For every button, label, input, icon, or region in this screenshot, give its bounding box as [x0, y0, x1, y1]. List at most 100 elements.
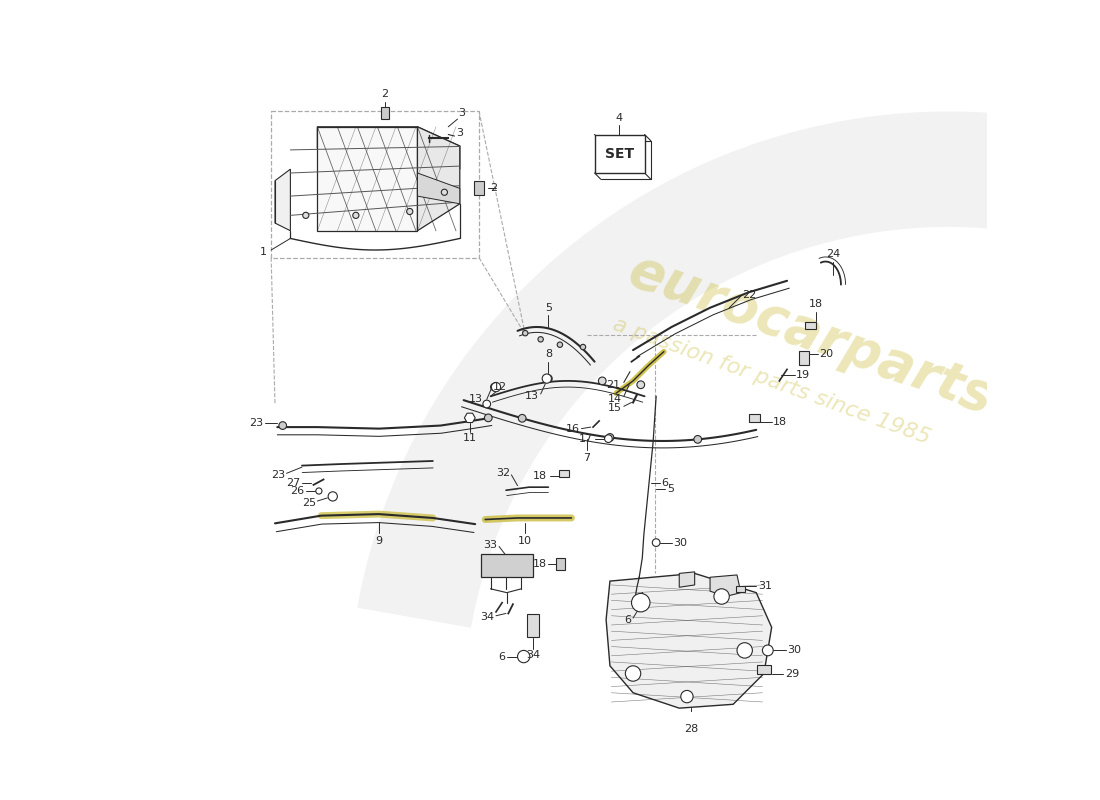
Circle shape — [625, 666, 640, 682]
Text: 8: 8 — [544, 350, 552, 359]
Circle shape — [544, 374, 552, 382]
Circle shape — [491, 383, 498, 391]
Polygon shape — [481, 554, 534, 578]
Text: 10: 10 — [518, 537, 532, 546]
Text: 12: 12 — [493, 382, 507, 392]
Polygon shape — [680, 572, 695, 587]
Text: 5: 5 — [544, 303, 552, 313]
Polygon shape — [275, 169, 290, 230]
Text: 4: 4 — [616, 113, 623, 123]
Circle shape — [518, 650, 530, 662]
Text: 16: 16 — [565, 424, 580, 434]
Bar — [805, 322, 815, 330]
Text: eurocarparts: eurocarparts — [620, 245, 1000, 425]
Polygon shape — [418, 173, 460, 204]
Text: 6: 6 — [498, 651, 505, 662]
Bar — [800, 351, 808, 365]
Circle shape — [492, 382, 500, 392]
Text: 13: 13 — [525, 391, 539, 402]
Text: 14: 14 — [607, 394, 621, 404]
Circle shape — [542, 374, 551, 383]
Text: 34: 34 — [481, 612, 495, 622]
Text: 15: 15 — [608, 403, 623, 413]
Text: 21: 21 — [606, 380, 620, 390]
Text: 9: 9 — [375, 537, 383, 546]
Bar — [736, 586, 746, 592]
Text: 2: 2 — [382, 89, 388, 99]
Text: 6: 6 — [625, 614, 631, 625]
Text: 18: 18 — [773, 418, 788, 427]
Text: 28: 28 — [684, 723, 697, 734]
Text: 3: 3 — [455, 128, 463, 138]
Bar — [556, 558, 565, 570]
Circle shape — [605, 434, 613, 442]
Polygon shape — [711, 575, 741, 597]
Circle shape — [538, 337, 543, 342]
Text: 32: 32 — [496, 468, 510, 478]
Text: 34: 34 — [526, 650, 540, 660]
Polygon shape — [358, 111, 1100, 628]
Text: 30: 30 — [673, 538, 688, 547]
Circle shape — [598, 377, 606, 385]
Circle shape — [631, 594, 650, 612]
FancyBboxPatch shape — [594, 134, 645, 173]
Circle shape — [518, 414, 526, 422]
Text: 3: 3 — [459, 107, 465, 118]
Text: 7: 7 — [583, 453, 591, 462]
Text: 18: 18 — [532, 471, 547, 482]
Text: SET: SET — [605, 146, 634, 161]
Text: 6: 6 — [661, 478, 669, 487]
Bar — [749, 414, 760, 422]
Circle shape — [279, 422, 287, 430]
Circle shape — [581, 344, 585, 350]
Text: 2: 2 — [491, 183, 497, 194]
Text: a passion for parts since 1985: a passion for parts since 1985 — [610, 314, 933, 448]
Text: 26: 26 — [290, 486, 305, 496]
Text: 1: 1 — [261, 246, 267, 257]
Polygon shape — [318, 126, 418, 230]
Text: 23: 23 — [271, 470, 285, 480]
Circle shape — [407, 209, 412, 214]
Circle shape — [483, 400, 491, 408]
Bar — [757, 665, 771, 674]
Circle shape — [681, 690, 693, 702]
Text: 19: 19 — [796, 370, 811, 380]
Circle shape — [737, 642, 752, 658]
Circle shape — [762, 645, 773, 656]
Circle shape — [302, 212, 309, 218]
Text: 11: 11 — [463, 434, 476, 443]
Text: 5: 5 — [667, 484, 674, 494]
Text: 17: 17 — [579, 434, 593, 444]
Circle shape — [316, 488, 322, 494]
Text: 20: 20 — [820, 349, 834, 359]
Polygon shape — [418, 126, 460, 230]
Text: 33: 33 — [484, 540, 497, 550]
Text: 24: 24 — [826, 250, 840, 259]
Circle shape — [606, 434, 614, 442]
Circle shape — [714, 589, 729, 604]
Text: 30: 30 — [788, 646, 801, 655]
Polygon shape — [318, 126, 460, 169]
Text: 23: 23 — [250, 418, 264, 428]
Bar — [474, 182, 484, 195]
Bar — [382, 106, 389, 119]
Text: 18: 18 — [532, 559, 547, 569]
Circle shape — [558, 342, 562, 347]
Text: 25: 25 — [301, 498, 316, 507]
Polygon shape — [606, 574, 772, 708]
Circle shape — [637, 381, 645, 389]
Circle shape — [652, 538, 660, 546]
Text: 18: 18 — [808, 299, 823, 310]
Circle shape — [522, 330, 528, 336]
Bar — [527, 614, 539, 638]
Polygon shape — [464, 413, 475, 422]
Circle shape — [353, 212, 359, 218]
Text: 31: 31 — [758, 581, 772, 590]
Text: 27: 27 — [286, 478, 300, 487]
Circle shape — [694, 435, 702, 443]
Text: 29: 29 — [784, 670, 799, 679]
Circle shape — [484, 414, 492, 422]
Circle shape — [328, 492, 338, 501]
Text: 13: 13 — [469, 394, 483, 404]
Bar — [559, 470, 569, 477]
